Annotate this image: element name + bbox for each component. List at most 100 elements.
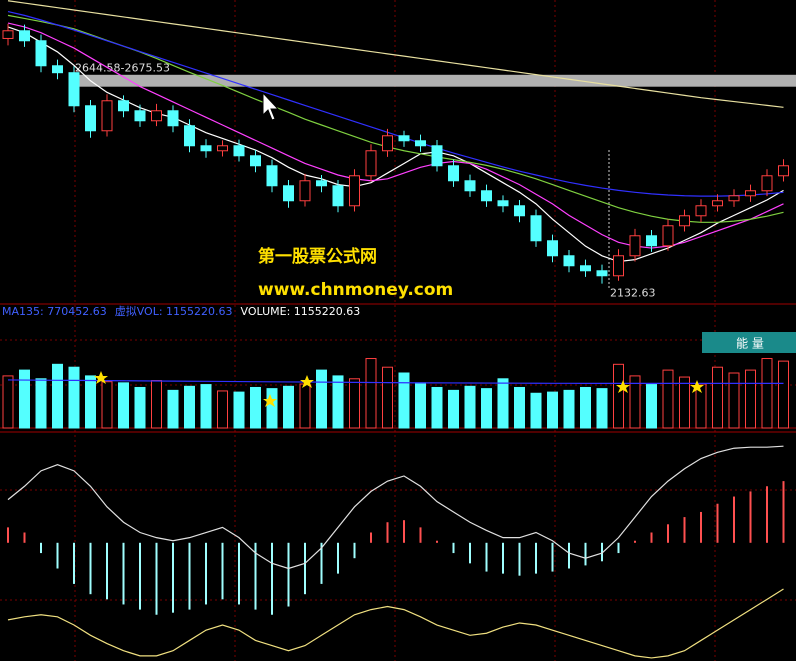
candle-body — [382, 135, 393, 152]
ma-line — [7, 26, 784, 263]
volume-bar — [497, 378, 509, 429]
volume-bar — [580, 386, 591, 429]
candle-body — [332, 185, 344, 207]
volume-bar — [19, 369, 30, 429]
candle-body — [415, 140, 426, 147]
volume-bar — [778, 360, 789, 429]
mouse-cursor — [262, 91, 280, 121]
candle-body — [184, 125, 195, 147]
volume-bar — [184, 385, 195, 429]
volume-bar — [151, 380, 162, 429]
signal-star — [300, 375, 314, 388]
candle-body — [316, 180, 327, 187]
candle-body — [530, 215, 542, 242]
volume-bar — [250, 386, 261, 429]
volume-bar — [613, 363, 624, 429]
candle-body — [283, 185, 294, 202]
volume-bar — [101, 381, 113, 429]
volume-bar — [299, 383, 311, 429]
candle-body — [695, 205, 707, 217]
candle-body — [134, 110, 146, 122]
price-band-label: 2644.58-2675.53 — [75, 62, 170, 75]
volume-bar — [547, 391, 558, 429]
signal-star — [616, 380, 630, 393]
candle-body — [629, 235, 641, 257]
volume-bar — [266, 388, 278, 429]
volume-bar — [728, 372, 740, 429]
volume-bar — [134, 386, 146, 429]
signal-star — [263, 394, 277, 407]
candle-body — [365, 150, 377, 177]
volume-bar — [167, 389, 179, 429]
candle-body — [481, 190, 492, 202]
candle-body — [662, 225, 674, 247]
candle-body — [233, 145, 245, 157]
volume-bar — [679, 376, 690, 429]
volume-bar — [530, 392, 542, 429]
candle-body — [101, 100, 113, 132]
volume-bar — [629, 375, 641, 429]
volume-bar — [2, 375, 14, 429]
ma-line — [7, 0, 784, 108]
volume-bar — [35, 378, 47, 429]
candle-body — [118, 100, 129, 112]
volume-bar — [332, 375, 344, 429]
ma-line — [7, 445, 784, 570]
candle-body — [547, 240, 558, 257]
volume-bar — [365, 358, 377, 429]
volume-bar — [118, 382, 129, 429]
candle-body — [712, 200, 723, 207]
candle-body — [464, 180, 476, 192]
candle-body — [266, 165, 278, 187]
signal-star — [94, 371, 108, 384]
candle-body — [2, 30, 14, 39]
low-annotation: 2132.63 — [610, 287, 656, 300]
volume-bar — [481, 388, 492, 429]
volume-bar — [431, 386, 443, 429]
candle-body — [596, 270, 608, 277]
candle-body — [349, 175, 360, 207]
ma-line — [7, 10, 784, 197]
energy-button[interactable] — [702, 332, 796, 353]
volume-bar — [398, 372, 410, 429]
ma-line — [7, 22, 784, 249]
candle-body — [19, 30, 30, 42]
candle-body — [497, 200, 509, 207]
volume-bar — [662, 369, 674, 429]
volume-bar — [283, 385, 294, 429]
volume-header: VOLUME: 1155220.63 — [241, 305, 361, 318]
volume-bar — [68, 366, 80, 429]
volume-bar — [200, 384, 212, 429]
candle-body — [563, 255, 575, 267]
watermark-title: 第一股票公式网 — [258, 246, 377, 267]
volume-bar — [464, 385, 476, 429]
volume-bar — [349, 378, 360, 429]
volume-bar — [596, 388, 608, 429]
volume-bar — [316, 369, 327, 429]
candle-body — [514, 205, 525, 217]
candle-body — [167, 110, 179, 127]
volume-bar — [514, 386, 525, 429]
volume-bar — [761, 358, 773, 429]
candle-body — [646, 235, 657, 247]
candle-body — [200, 145, 212, 152]
candle-body — [431, 145, 443, 167]
volume-bar — [52, 363, 63, 429]
volume-header: 虚拟VOL: 1155220.63 — [115, 304, 233, 318]
volume-header: MA135: 770452.63 — [2, 305, 107, 318]
candle-body — [250, 155, 261, 167]
candle-body — [679, 215, 690, 227]
signal-stars — [94, 371, 704, 407]
volume-bar — [695, 383, 707, 429]
candle-body — [299, 180, 311, 202]
volume-bar — [382, 366, 393, 429]
ma-line — [7, 379, 784, 384]
volume-bar — [415, 382, 426, 429]
volume-bar — [712, 366, 723, 429]
energy-button-label[interactable]: 能 量 — [736, 337, 764, 351]
candle-body — [398, 135, 410, 142]
volume-bar — [448, 389, 459, 429]
volume-bar — [217, 390, 228, 429]
ma-line — [7, 588, 784, 659]
